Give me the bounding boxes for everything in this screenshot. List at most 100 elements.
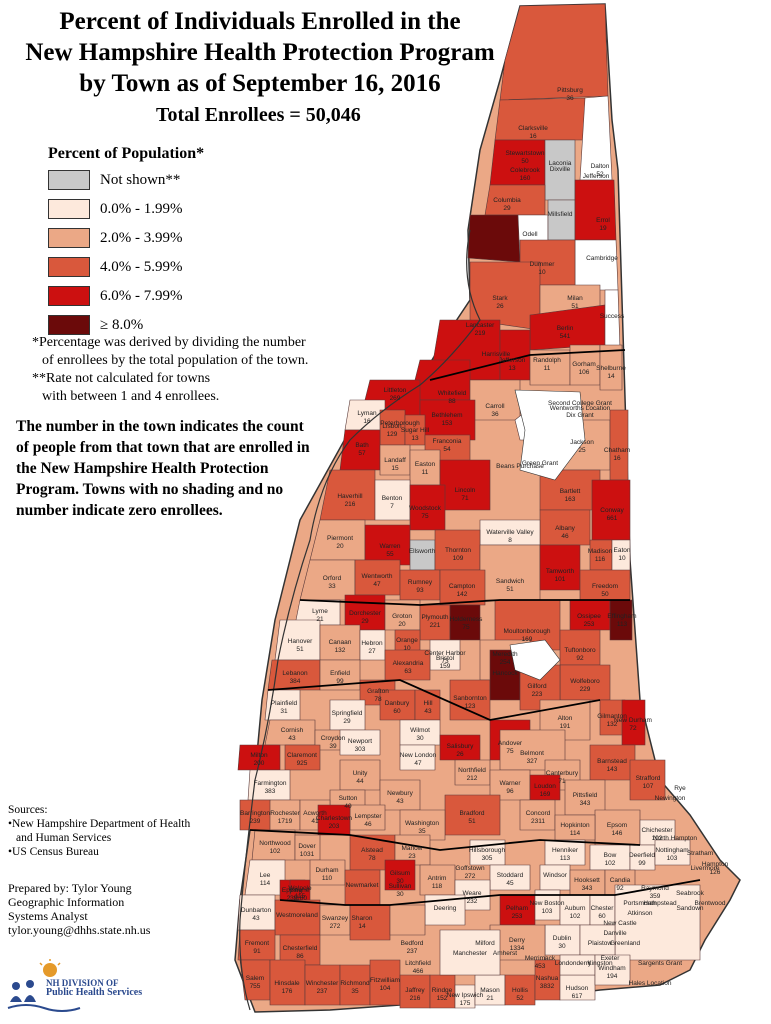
town-value-antrim: 118 [432, 883, 443, 890]
town-name-farmington: Farmington [254, 780, 287, 787]
town-name-dummer: Dummer [530, 261, 556, 268]
town-value-canterbury: 71 [558, 778, 566, 785]
town-name-freedom: Freedom [592, 583, 618, 590]
town-value-charlestown: 203 [329, 823, 340, 830]
town-value-pelham: 253 [512, 913, 523, 920]
town-value-hollis: 52 [516, 995, 524, 1002]
town-northwood [554, 814, 596, 841]
town-value-marlow: 23 [408, 853, 416, 860]
town-value-grafton: 78 [374, 696, 382, 703]
town-value-eaton: 10 [618, 555, 626, 562]
town-name-epping: Epping [282, 887, 303, 894]
town-value-hill: 43 [424, 708, 432, 715]
town-sullivan [289, 879, 311, 901]
town-name-windsor: Windsor [543, 872, 568, 879]
town-name-new-boston: New Boston [529, 900, 564, 907]
town-name-warner: Warner [499, 780, 521, 787]
town-name-piermont: Piermont [327, 535, 353, 542]
town-value-easton: 11 [422, 469, 429, 476]
town-name-beans-purchase: Beans Purchase [496, 463, 544, 470]
town-value-colebrook: 160 [520, 175, 531, 182]
town-value-albany: 46 [561, 533, 569, 540]
town-name-hill: Hill [423, 700, 433, 707]
white-mountain-area [514, 389, 586, 481]
town-value-chesterfield: 86 [296, 953, 304, 960]
town-stewartstown [489, 139, 546, 186]
logo-line: Public Health Services [46, 987, 143, 998]
town-name-plaistow: Plaistow [588, 940, 613, 947]
town-value-bartlett: 163 [565, 496, 576, 503]
town-name-ellsworth: Ellsworth [409, 548, 436, 555]
town-value-alton: 191 [560, 723, 571, 730]
town-name-winchester: Winchester [306, 980, 339, 987]
town-value-jaffrey: 216 [410, 995, 421, 1002]
town-name-rochester: Rochester [270, 810, 300, 817]
town-value-canaan: 132 [335, 647, 346, 654]
town-name-clarksville: Clarksville [518, 125, 548, 132]
legend-label: ≥ 8.0% [100, 316, 144, 333]
town-name-canterbury: Canterbury [546, 770, 579, 777]
town-value-moultonborough: 169 [522, 636, 533, 643]
town-name-jefferson: Jefferson [499, 357, 526, 364]
town-name-sutton: Sutton [339, 795, 358, 802]
town-value-bradford: 51 [468, 818, 476, 825]
town-name-sharon: Sharon [352, 915, 373, 922]
town-value-gilmanton: 132 [607, 721, 618, 728]
county-boundary [267, 679, 601, 721]
town-name-durham: Durham [315, 867, 338, 874]
town-value-chester: 60 [598, 913, 606, 920]
town-value-loudon: 169 [540, 791, 551, 798]
town-value-holderness: 75 [462, 624, 470, 631]
town-name-derry: Derry [509, 937, 526, 944]
town-name-warren: Warren [379, 543, 400, 550]
town-name-bartlett: Bartlett [560, 488, 581, 495]
town-mason [454, 984, 476, 1009]
town-name-manchester: Manchester [453, 950, 488, 957]
town-name-wilmot: Wilmot [410, 727, 430, 734]
town-value-newport: 303 [355, 746, 366, 753]
town-value-andover: 75 [506, 748, 514, 755]
town-name-new-castle: New Castle [603, 920, 637, 927]
town-name-haverhill: Haverhill [337, 493, 363, 500]
total-enrollees: Total Enrollees = 50,046 [156, 104, 361, 126]
town-name-bath: Bath [355, 442, 369, 449]
town-value-deerfield: 99 [638, 860, 646, 867]
prepared-line: Prepared by: Tylor Young [8, 881, 132, 895]
town-value-madison: 116 [595, 556, 606, 563]
town-name-north-hampton: North Hampton [653, 835, 697, 842]
town-value-keene: 1180 [293, 895, 307, 902]
town-name-fremont: Fremont [245, 940, 269, 947]
town-name-dixville: Dixville [550, 166, 571, 173]
town-name-raymond: Raymond [641, 885, 669, 892]
town-name-tamworth: Tamworth [546, 568, 575, 575]
town-name-claremont: Claremont [287, 752, 317, 759]
town-name-unity: Unity [353, 770, 369, 777]
town-name-franconia: Franconia [433, 438, 462, 445]
town-value-candia: 92 [616, 885, 624, 892]
town-value-lisbon: 129 [387, 431, 398, 438]
town-value-conway: 661 [607, 515, 618, 522]
town-rochester [629, 759, 666, 801]
legend-item: 6.0% - 7.99% [48, 283, 183, 309]
town-name-andover: Andover [498, 740, 523, 747]
town-newport [284, 744, 321, 771]
legend-title: Percent of Population* [48, 145, 205, 162]
town-name-belmont: Belmont [520, 750, 544, 757]
town-name-holderness: Holderness [450, 616, 484, 623]
town-name-pittsfield: Pittsfield [573, 792, 598, 799]
town-value-croydon: 39 [329, 743, 337, 750]
town-name-newport: Newport [348, 738, 372, 745]
town-name-auburn: Auburn [565, 905, 586, 912]
town-durham [654, 839, 691, 866]
town-name-lancaster: Lancaster [466, 322, 495, 329]
town-name-colebrook: Colebrook [510, 167, 540, 174]
town-name-hales-location: Hales Location [629, 980, 672, 987]
town-value-landaff: 15 [391, 465, 399, 472]
town-value-sutton: 40 [344, 803, 352, 810]
footnote-line: with between 1 and 4 enrollees. [42, 389, 220, 404]
town-name-chichester: Chichester [641, 827, 673, 834]
town-name-marlow: Marlow [402, 845, 423, 852]
town-name-columbia: Columbia [493, 197, 521, 204]
town-name-portsmouth: Portsmouth [623, 900, 657, 907]
town-name-salisbury: Salisbury [447, 743, 474, 750]
